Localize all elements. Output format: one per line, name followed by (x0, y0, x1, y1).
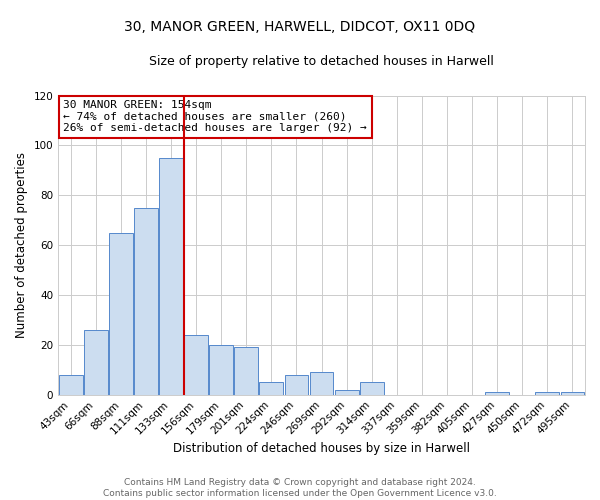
Bar (59, 375, 83, 394)
Y-axis label: Number of detached properties: Number of detached properties (15, 152, 28, 338)
Bar (159, 158, 183, 394)
Title: Size of property relative to detached houses in Harwell: Size of property relative to detached ho… (149, 55, 494, 68)
Bar (184, 335, 208, 394)
X-axis label: Distribution of detached houses by size in Harwell: Distribution of detached houses by size … (173, 442, 470, 455)
Bar (485, 392, 509, 394)
Bar (535, 392, 559, 394)
Bar (259, 382, 283, 394)
Bar (235, 348, 258, 395)
Text: Contains HM Land Registry data © Crown copyright and database right 2024.
Contai: Contains HM Land Registry data © Crown c… (103, 478, 497, 498)
Text: 30 MANOR GREEN: 154sqm
← 74% of detached houses are smaller (260)
26% of semi-de: 30 MANOR GREEN: 154sqm ← 74% of detached… (64, 100, 367, 133)
Bar (335, 390, 359, 394)
Bar (284, 375, 308, 394)
Bar (560, 392, 584, 394)
Bar (209, 345, 233, 395)
Bar (109, 232, 133, 394)
Text: 30, MANOR GREEN, HARWELL, DIDCOT, OX11 0DQ: 30, MANOR GREEN, HARWELL, DIDCOT, OX11 0… (124, 20, 476, 34)
Bar (360, 382, 383, 394)
Bar (310, 372, 334, 394)
Bar (134, 208, 158, 394)
Bar (84, 330, 108, 394)
